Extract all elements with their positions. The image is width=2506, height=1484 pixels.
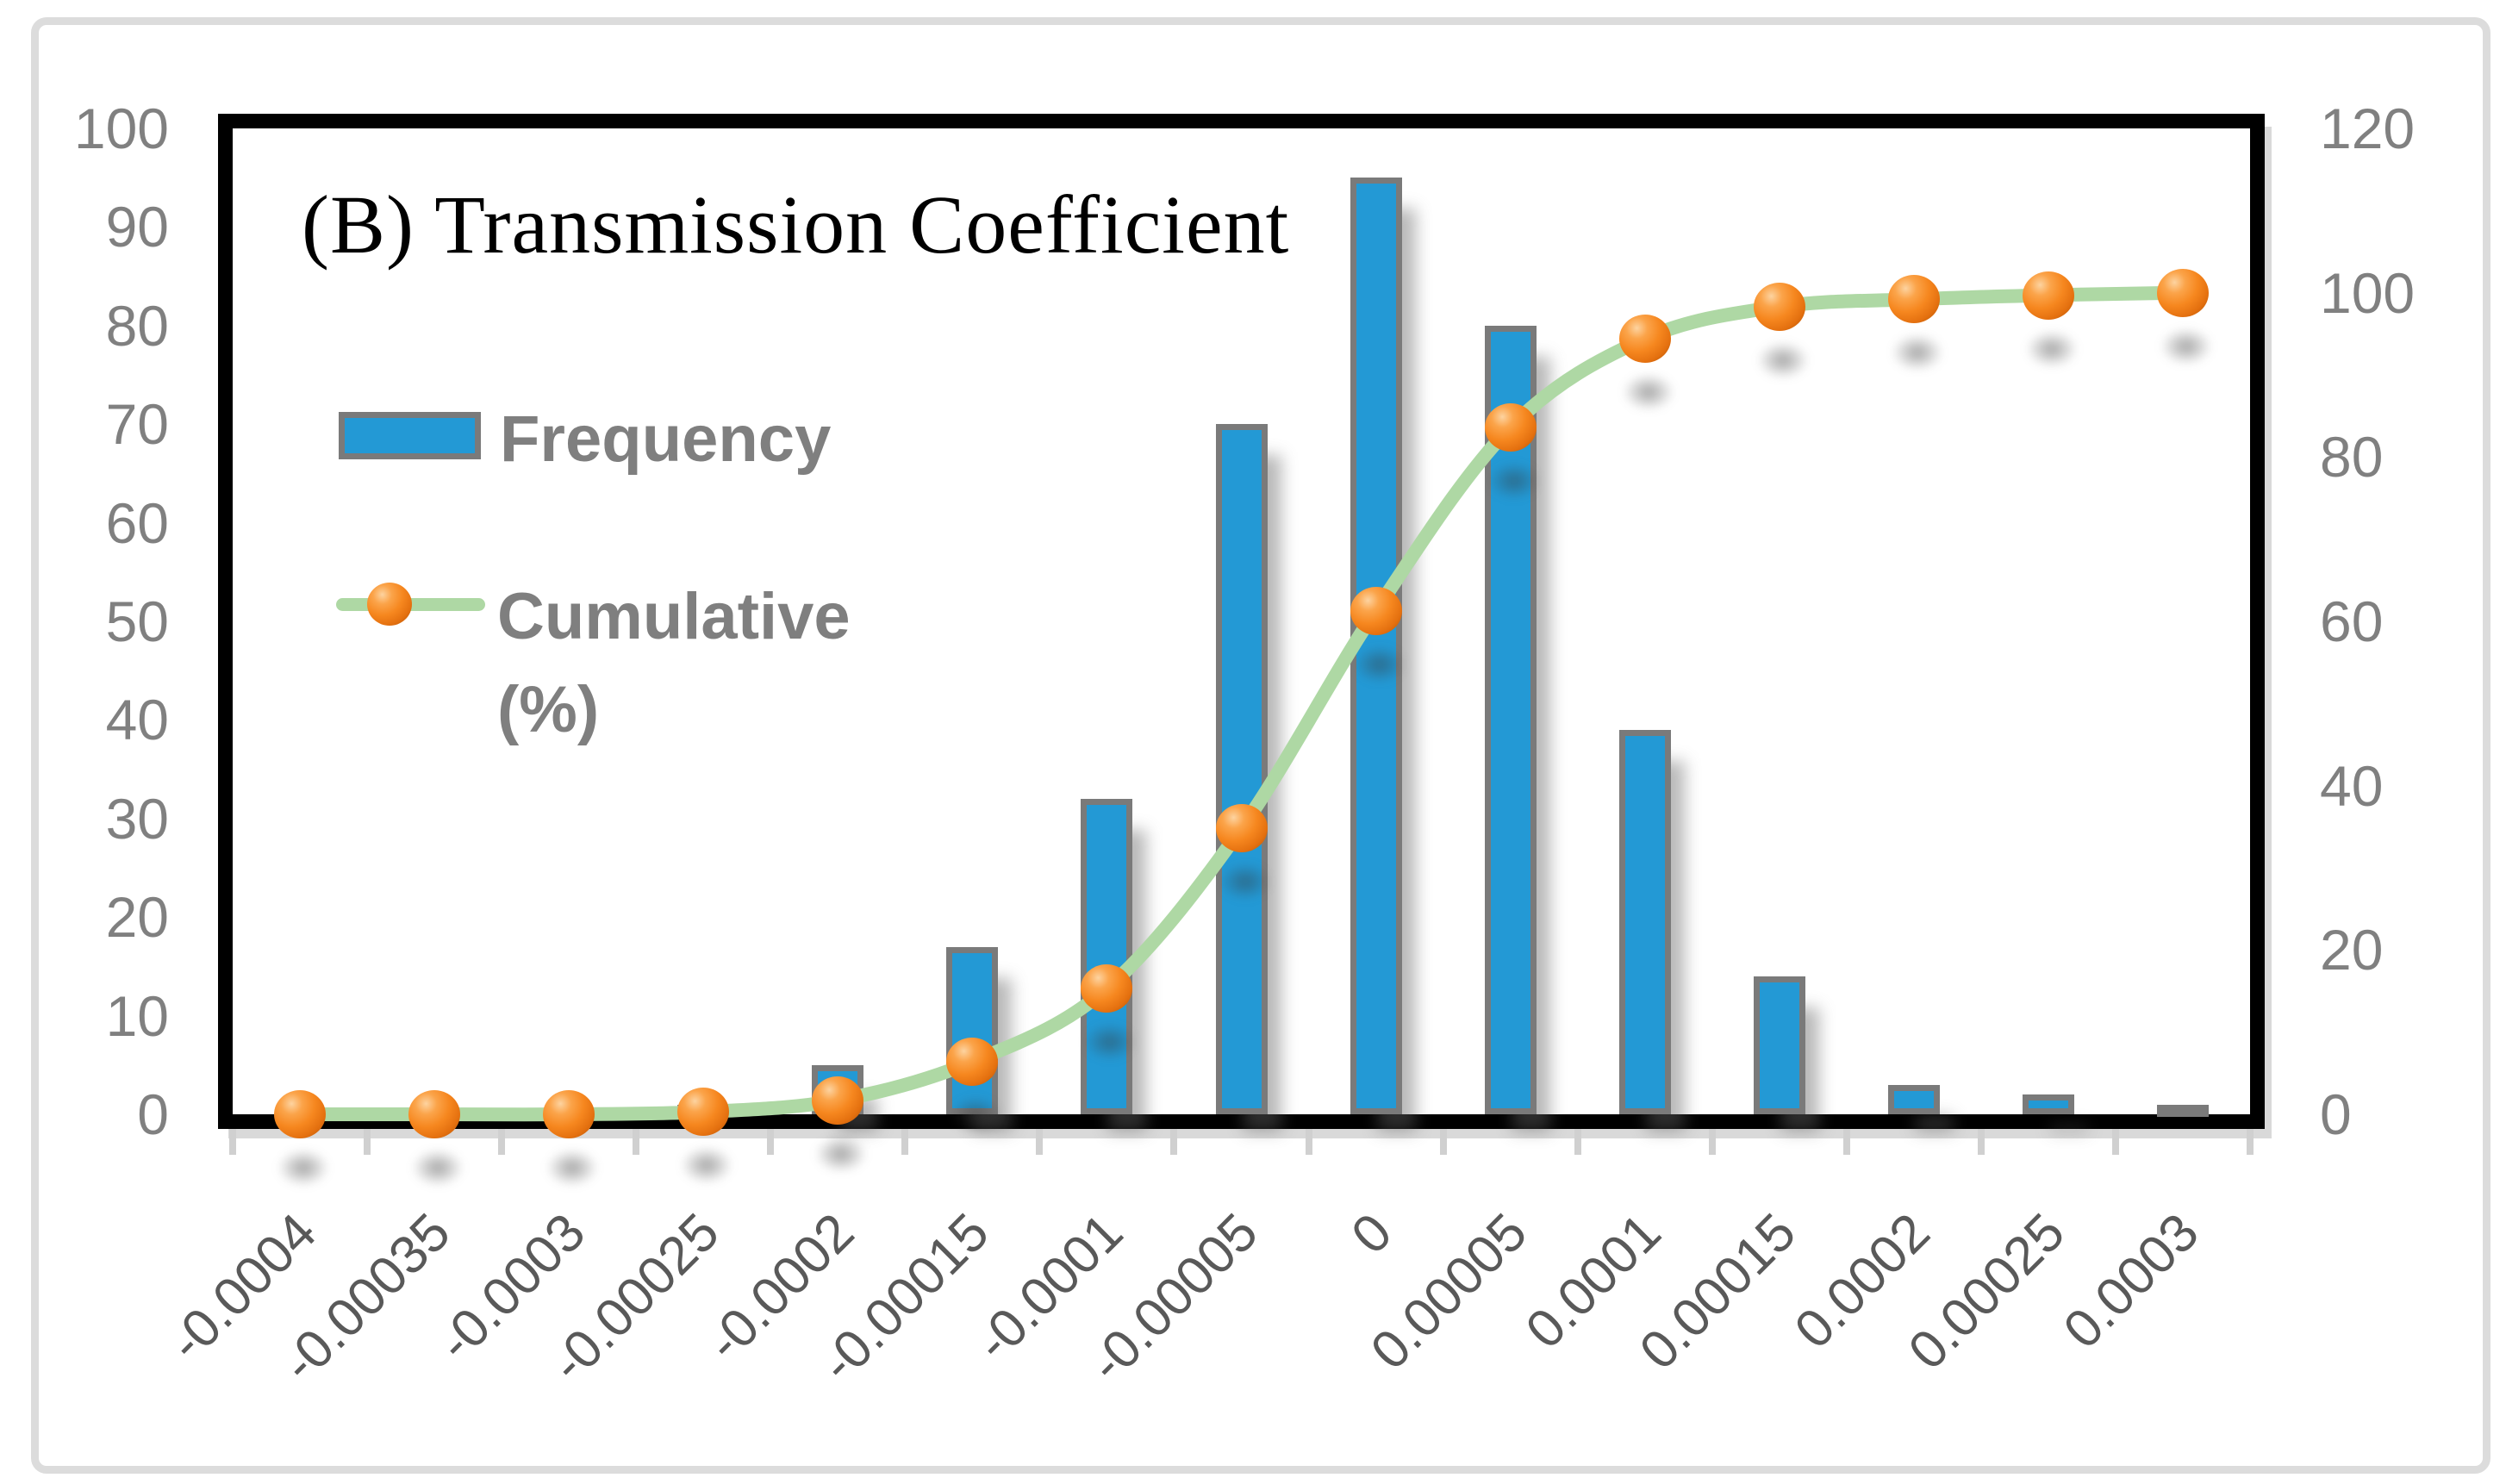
right-axis-tick-label: 40 (2320, 753, 2384, 818)
x-axis-tick-mark (633, 1129, 640, 1155)
cumulative-marker (1350, 586, 1402, 635)
cumulative-marker (812, 1076, 864, 1125)
frequency-bar (2156, 1104, 2209, 1117)
cumulative-marker (1215, 804, 1268, 853)
right-axis-tick-label: 0 (2320, 1082, 2352, 1146)
cumulative-marker (543, 1090, 595, 1138)
marker-shadow (270, 1144, 338, 1192)
marker-shadow (2017, 324, 2085, 373)
frequency-bar (1618, 729, 1671, 1114)
left-axis-tick-label: 10 (105, 983, 169, 1048)
cumulative-marker (2156, 268, 2209, 317)
plot-area (218, 114, 2265, 1129)
marker-shadow (404, 1144, 472, 1192)
x-axis-tick-mark (229, 1129, 236, 1155)
right-axis-tick-label: 100 (2320, 260, 2416, 325)
frequency-bar (1081, 798, 1133, 1114)
cumulative-marker (274, 1090, 327, 1138)
marker-shadow (807, 1129, 876, 1178)
x-axis-tick-mark (1708, 1129, 1716, 1155)
cumulative-marker (2022, 271, 2074, 320)
marker-shadow (1480, 457, 1548, 505)
left-axis-tick-label: 90 (105, 195, 169, 259)
frequency-bar (1215, 424, 1268, 1114)
marker-shadow (1883, 328, 1951, 377)
x-axis-tick-mark (1305, 1129, 1312, 1155)
x-axis-tick-mark (2111, 1129, 2119, 1155)
x-axis-tick-mark (1439, 1129, 1447, 1155)
cumulative-marker (408, 1090, 461, 1138)
frequency-bar (1887, 1084, 1940, 1114)
legend-cumulative-label: Cumulative (%) (497, 571, 851, 757)
cumulative-marker (1618, 315, 1671, 364)
left-axis-tick-label: 100 (73, 97, 169, 160)
frequency-swatch-icon (339, 412, 481, 459)
right-axis-tick-label: 20 (2320, 918, 2384, 982)
marker-shadow (673, 1141, 741, 1190)
x-axis-tick-mark (767, 1129, 775, 1155)
right-axis-tick-label: 60 (2320, 589, 2384, 653)
left-axis-tick-label: 60 (105, 490, 169, 555)
marker-shadow (1076, 1018, 1144, 1067)
x-axis-tick-mark (901, 1129, 909, 1155)
frequency-bar (946, 946, 999, 1114)
cumulative-marker (1887, 275, 1940, 324)
cumulative-line-path (293, 285, 2190, 1122)
frequency-bar (2022, 1094, 2074, 1114)
x-axis-tick-mark (364, 1129, 371, 1155)
left-axis-tick-label: 0 (137, 1082, 169, 1146)
cumulative-marker (946, 1037, 999, 1086)
cumulative-marker-icon (367, 583, 412, 626)
x-axis-tick-mark (1036, 1129, 1044, 1155)
legend-cumulative-line1: Cumulative (497, 580, 851, 653)
cumulative-marker (1484, 403, 1537, 452)
legend-frequency-label: Frequency (500, 402, 832, 476)
x-axis-tick-mark (2247, 1129, 2254, 1155)
marker-shadow (539, 1144, 607, 1192)
right-axis-tick-label: 120 (2320, 97, 2416, 160)
x-axis-tick-mark (1842, 1129, 1850, 1155)
marker-shadow (2152, 321, 2220, 371)
left-axis-tick-label: 80 (105, 293, 169, 358)
cumulative-marker (1753, 282, 1805, 331)
cumulative-line (293, 285, 2190, 1122)
right-axis-tick-label: 80 (2320, 425, 2384, 489)
chart-title: (B) Transmission Coefficient (302, 178, 1290, 271)
left-axis-tick-label: 30 (105, 786, 169, 851)
frequency-bar (1753, 976, 1805, 1114)
figure-border (31, 17, 2490, 1474)
x-axis-tick-mark (1977, 1129, 1985, 1155)
left-axis-tick-label: 40 (105, 688, 169, 752)
marker-shadow (942, 1090, 1010, 1139)
left-axis-tick-label: 70 (105, 392, 169, 457)
cumulative-marker (677, 1088, 730, 1137)
cumulative-marker (1081, 964, 1133, 1013)
x-axis-tick-mark (1574, 1129, 1581, 1155)
marker-shadow (1614, 368, 1682, 417)
left-axis-tick-label: 20 (105, 885, 169, 950)
left-axis-tick-label: 50 (105, 589, 169, 653)
x-axis-tick-mark (498, 1129, 506, 1155)
frequency-bar (1484, 325, 1537, 1114)
x-axis-tick-mark (1170, 1129, 1178, 1155)
marker-shadow (1749, 335, 1817, 384)
legend-cumulative-line2: (%) (497, 673, 600, 746)
